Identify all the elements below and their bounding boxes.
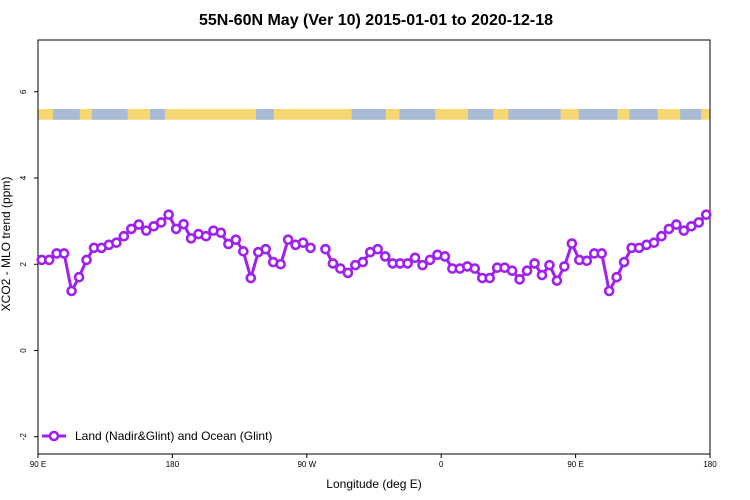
data-point xyxy=(342,267,354,279)
chart-title: 55N-60N May (Ver 10) 2015-01-01 to 2020-… xyxy=(199,12,553,29)
x-tick-label: 90 W xyxy=(297,460,316,469)
legend-marker-swatch xyxy=(48,430,60,442)
data-point xyxy=(424,254,436,266)
map-band xyxy=(38,109,710,120)
data-point xyxy=(43,254,55,266)
data-point xyxy=(320,243,331,255)
data-point xyxy=(372,243,384,255)
map-band-ocean xyxy=(91,109,128,120)
data-point xyxy=(73,271,85,283)
data-point xyxy=(618,256,630,268)
data-point xyxy=(170,223,182,235)
y-tick-label: 2 xyxy=(19,261,28,266)
map-band-ocean xyxy=(578,109,618,120)
data-point xyxy=(185,233,197,244)
data-point xyxy=(469,263,481,274)
data-point xyxy=(559,261,570,272)
data-point xyxy=(238,246,249,257)
x-tick-label: 180 xyxy=(166,460,180,469)
map-band-ocean xyxy=(399,109,436,120)
data-point xyxy=(648,237,660,248)
map-band-ocean xyxy=(468,109,494,120)
data-point xyxy=(111,237,122,248)
series-layer xyxy=(36,209,712,297)
data-point xyxy=(566,238,578,249)
y-tick-label: 6 xyxy=(19,89,28,94)
data-point xyxy=(544,259,555,271)
y-tick-label: -2 xyxy=(19,433,28,441)
data-point xyxy=(484,272,496,284)
data-point xyxy=(521,265,533,277)
data-point xyxy=(155,217,167,228)
y-tick-label: 4 xyxy=(19,175,28,180)
data-point xyxy=(305,242,316,254)
data-point xyxy=(536,269,548,281)
data-point xyxy=(133,219,145,230)
data-point xyxy=(439,251,451,262)
data-point xyxy=(551,275,563,286)
data-point xyxy=(230,234,242,245)
data-point xyxy=(357,256,369,268)
data-point xyxy=(514,274,525,285)
data-point xyxy=(693,217,705,228)
y-axis: -2 0 2 4 6 xyxy=(19,89,38,440)
data-point xyxy=(671,219,682,230)
data-point xyxy=(663,223,675,235)
x-tick-label: 90 E xyxy=(30,460,46,469)
data-point xyxy=(678,225,690,236)
data-point xyxy=(611,271,622,283)
map-band-ocean xyxy=(351,109,386,120)
legend-label: Land (Nadir&Glint) and Ocean (Glint) xyxy=(75,429,272,443)
map-band-ocean xyxy=(680,109,702,120)
data-point xyxy=(215,227,227,239)
x-tick-label: 0 xyxy=(439,460,444,469)
map-band-ocean xyxy=(508,109,561,120)
data-point xyxy=(66,285,77,297)
data-point xyxy=(506,265,518,277)
x-axis-label: Longitude (deg E) xyxy=(326,477,421,491)
data-point xyxy=(297,237,309,248)
data-point xyxy=(178,218,189,230)
data-point xyxy=(409,252,421,264)
data-point xyxy=(282,234,294,245)
y-axis-label: XCO2 - MLO trend (ppm) xyxy=(0,177,13,312)
data-point xyxy=(163,209,174,220)
data-point xyxy=(81,254,92,266)
data-point xyxy=(260,243,272,255)
data-point xyxy=(126,223,137,235)
data-point xyxy=(581,255,593,267)
data-point xyxy=(529,258,540,269)
legend: Land (Nadir&Glint) and Ocean (Glint) xyxy=(42,429,272,443)
map-band-ocean xyxy=(52,109,80,120)
x-tick-label: 180 xyxy=(703,460,717,469)
data-point xyxy=(603,285,615,297)
data-point xyxy=(118,230,130,242)
data-point xyxy=(58,248,70,259)
data-point xyxy=(275,258,286,270)
data-point xyxy=(700,209,712,220)
plot-frame xyxy=(37,39,711,455)
data-point xyxy=(140,225,152,236)
data-point xyxy=(335,263,346,274)
x-tick-label: 90 E xyxy=(567,460,583,469)
data-point xyxy=(596,248,608,259)
map-band-ocean xyxy=(150,109,165,120)
map-band-ocean xyxy=(256,109,274,120)
data-point xyxy=(327,258,339,269)
y-tick-label: 0 xyxy=(19,348,28,353)
data-point xyxy=(417,259,428,271)
x-axis: 90 E 180 90 W 0 90 E 180 xyxy=(30,454,717,469)
data-point xyxy=(200,230,212,242)
data-point xyxy=(402,258,413,269)
data-point xyxy=(245,272,257,284)
data-point xyxy=(379,251,391,262)
data-point xyxy=(656,230,667,242)
data-point xyxy=(223,238,234,250)
map-band-ocean xyxy=(629,109,658,120)
